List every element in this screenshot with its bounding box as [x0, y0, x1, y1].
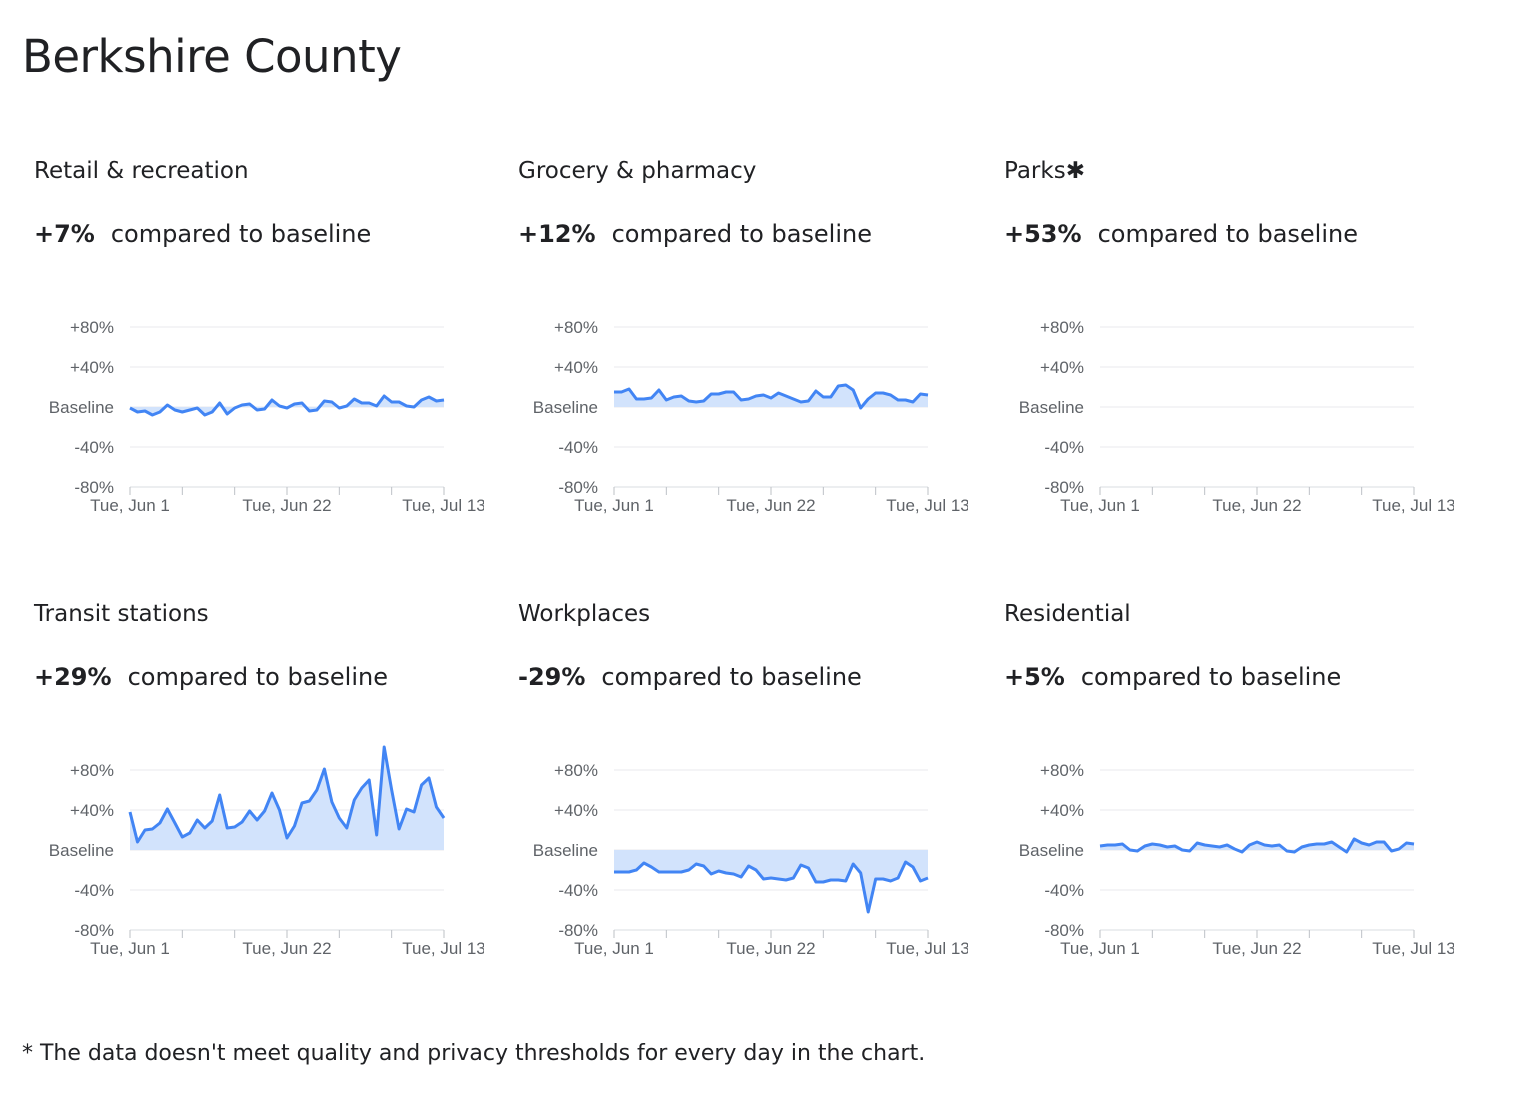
chart-svg: +80% +40% Baseline -40% -80%Tue, Jun 1 Tue, J…: [533, 761, 968, 958]
x-tick-label: Tue, Jun 1: [574, 496, 654, 515]
y-tick-label: +80%: [70, 761, 114, 780]
chart-panel-grocery-pharmacy: Grocery & pharmacy +12% compared to baseli…: [484, 150, 968, 550]
y-tick-label: Baseline: [533, 398, 598, 417]
y-tick-label: +80%: [554, 761, 598, 780]
chart-title: Workplaces: [518, 601, 650, 627]
x-tick-label: Tue, Jun 1: [1060, 939, 1140, 958]
y-tick-label: +40%: [554, 358, 598, 377]
y-tick-label: +80%: [554, 318, 598, 337]
y-tick-label: +40%: [1040, 801, 1084, 820]
chart-svg: +80% +40% Baseline -40% -80%Tue, Jun 1 Tue, J…: [1019, 318, 1454, 515]
chart-title: Transit stations: [34, 601, 209, 627]
headline: +12% compared to baseline: [518, 220, 872, 248]
headline: +53% compared to baseline: [1004, 220, 1358, 248]
y-tick-label: +40%: [554, 801, 598, 820]
y-tick-label: -40%: [74, 881, 114, 900]
y-tick-label: -80%: [74, 478, 114, 497]
headline-value: -29%: [518, 663, 586, 691]
y-tick-label: Baseline: [1019, 841, 1084, 860]
x-tick-label: Tue, Jul 13: [402, 939, 484, 958]
y-tick-label: -40%: [558, 881, 598, 900]
x-tick-label: Tue, Jul 13: [1372, 939, 1454, 958]
x-tick-label: Tue, Jun 22: [726, 496, 815, 515]
x-tick-label: Tue, Jun 1: [1060, 496, 1140, 515]
headline: +7% compared to baseline: [34, 220, 371, 248]
x-tick-label: Tue, Jun 22: [726, 939, 815, 958]
chart-title: Grocery & pharmacy: [518, 158, 756, 184]
y-tick-label: -40%: [74, 438, 114, 457]
chart-title: Retail & recreation: [34, 158, 249, 184]
y-tick-label: +80%: [1040, 761, 1084, 780]
chart-title-text: Grocery & pharmacy: [518, 158, 757, 184]
page-title: Berkshire County: [22, 30, 402, 83]
headline-value: +29%: [34, 663, 112, 691]
headline-value: +12%: [518, 220, 596, 248]
y-tick-label: +40%: [70, 358, 114, 377]
x-tick-label: Tue, Jun 22: [1212, 939, 1301, 958]
y-tick-label: +40%: [70, 801, 114, 820]
headline: +29% compared to baseline: [34, 663, 388, 691]
headline-label: compared to baseline: [601, 663, 862, 691]
headline: -29% compared to baseline: [518, 663, 862, 691]
x-tick-label: Tue, Jun 1: [574, 939, 654, 958]
y-tick-label: -80%: [1044, 478, 1084, 497]
chart-panel-workplaces: Workplaces -29% compared to baseline +80% +4…: [484, 593, 968, 993]
area-fill: [130, 747, 444, 850]
chart-title-text: Parks: [1004, 158, 1066, 184]
y-tick-label: Baseline: [49, 398, 114, 417]
chart-panel-transit-stations: Transit stations +29% compared to baseline…: [0, 593, 484, 993]
y-tick-label: -40%: [1044, 438, 1084, 457]
chart-svg: +80% +40% Baseline -40% -80%Tue, Jun 1 Tue, J…: [49, 745, 484, 958]
x-tick-label: Tue, Jul 13: [1372, 496, 1454, 515]
chart-svg: +80% +40% Baseline -40% -80%Tue, Jun 1 Tue, J…: [533, 318, 968, 515]
x-tick-label: Tue, Jun 22: [242, 496, 331, 515]
y-tick-label: -40%: [558, 438, 598, 457]
x-tick-label: Tue, Jun 1: [90, 496, 170, 515]
y-tick-label: -80%: [558, 478, 598, 497]
chart-title: Parks✱: [1004, 158, 1085, 184]
footnote: * The data doesn't meet quality and priv…: [22, 1041, 926, 1066]
chart-svg: +80% +40% Baseline -40% -80%Tue, Jun 1 Tue, J…: [1019, 761, 1454, 958]
chart-title-text: Retail & recreation: [34, 158, 249, 184]
y-tick-label: +80%: [70, 318, 114, 337]
y-tick-label: +80%: [1040, 318, 1084, 337]
chart-svg: +80% +40% Baseline -40% -80%Tue, Jun 1 Tue, J…: [49, 318, 484, 515]
headline-label: compared to baseline: [1080, 663, 1342, 691]
headline-label: compared to baseline: [110, 220, 372, 248]
x-tick-label: Tue, Jun 22: [242, 939, 331, 958]
headline-value: +7%: [34, 220, 95, 248]
y-tick-label: +40%: [1040, 358, 1084, 377]
headline-value: +5%: [1004, 663, 1065, 691]
headline: +5% compared to baseline: [1004, 663, 1341, 691]
x-tick-label: Tue, Jul 13: [402, 496, 484, 515]
chart-panel-residential: Residential +5% compared to baseline +80% +4…: [970, 593, 1454, 993]
area-fill: [130, 396, 444, 415]
chart-panel-parks: Parks✱ +53% compared to baseline +80% +40% Ba…: [970, 150, 1454, 550]
chart-panel-retail-recreation: Retail & recreation +7% compared to baseli…: [0, 150, 484, 550]
x-tick-label: Tue, Jun 22: [1212, 496, 1301, 515]
x-tick-label: Tue, Jun 1: [90, 939, 170, 958]
x-tick-label: Tue, Jul 13: [886, 496, 968, 515]
headline-value: +53%: [1004, 220, 1082, 248]
chart-title-text: Workplaces: [518, 601, 651, 627]
headline-label: compared to baseline: [611, 220, 872, 248]
y-tick-label: -80%: [558, 921, 598, 940]
y-tick-label: -80%: [74, 921, 114, 940]
x-tick-label: Tue, Jul 13: [886, 939, 968, 958]
y-tick-label: -80%: [1044, 921, 1084, 940]
y-tick-label: Baseline: [533, 841, 598, 860]
y-tick-label: Baseline: [49, 841, 114, 860]
chart-title: Residential: [1004, 601, 1131, 627]
y-tick-label: -40%: [1044, 881, 1084, 900]
asterisk-icon: ✱: [1065, 158, 1085, 184]
chart-title-text: Residential: [1004, 601, 1131, 627]
chart-title-text: Transit stations: [34, 601, 209, 627]
area-fill: [614, 850, 928, 912]
headline-label: compared to baseline: [127, 663, 388, 691]
headline-label: compared to baseline: [1097, 220, 1358, 248]
y-tick-label: Baseline: [1019, 398, 1084, 417]
